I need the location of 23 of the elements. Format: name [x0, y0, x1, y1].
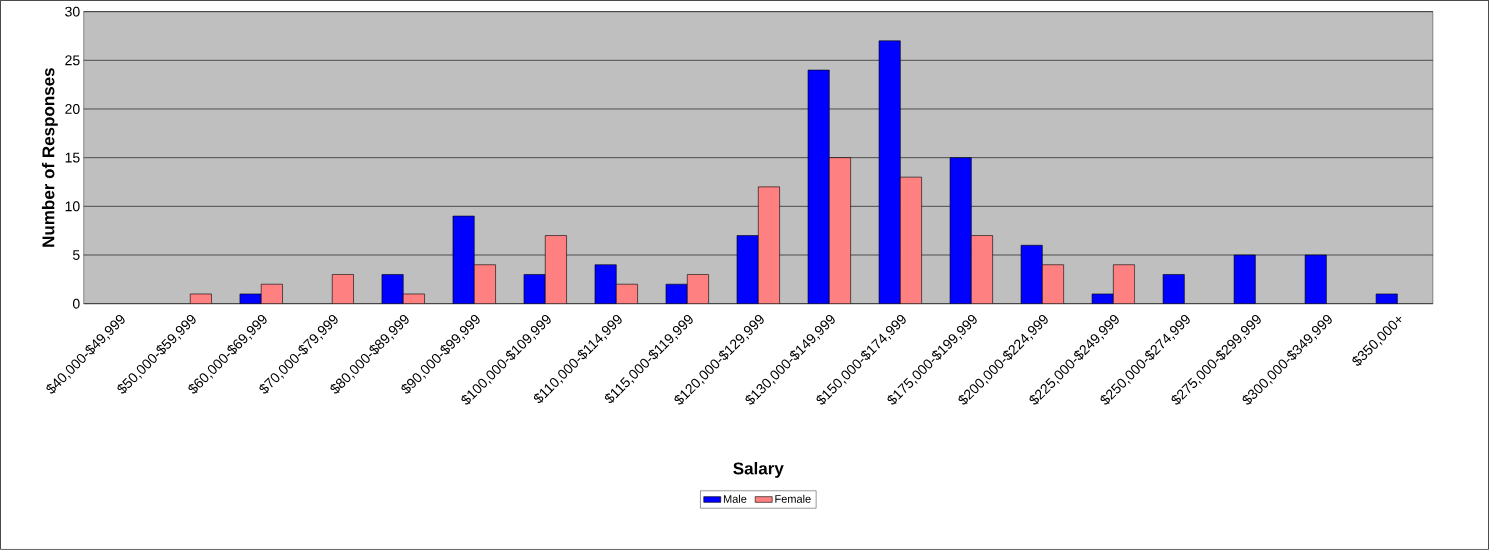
- y-tick-label: 15: [65, 152, 80, 163]
- y-tick-label: 30: [65, 6, 80, 17]
- bar: [544, 235, 567, 304]
- bar: [331, 274, 354, 304]
- bar: [971, 235, 993, 304]
- bar: [900, 176, 922, 304]
- y-tick-label: 10: [65, 201, 80, 212]
- y-tick-label: 20: [65, 104, 80, 115]
- legend-label: Male: [723, 494, 747, 503]
- bar: [686, 274, 709, 304]
- y-tick-label: 0: [72, 298, 80, 309]
- bar: [1375, 293, 1398, 304]
- bar: [829, 157, 851, 304]
- x-axis-title: Salary: [733, 462, 784, 478]
- bar: [1042, 264, 1064, 304]
- bar: [758, 186, 780, 304]
- y-axis-title: Number of Responses: [41, 68, 58, 247]
- bar: [1113, 264, 1135, 304]
- bar: [1162, 274, 1185, 304]
- legend-label: Female: [775, 494, 811, 503]
- y-tick-label: 25: [65, 55, 80, 66]
- y-tick-label: 5: [72, 250, 80, 260]
- bar: [473, 264, 496, 304]
